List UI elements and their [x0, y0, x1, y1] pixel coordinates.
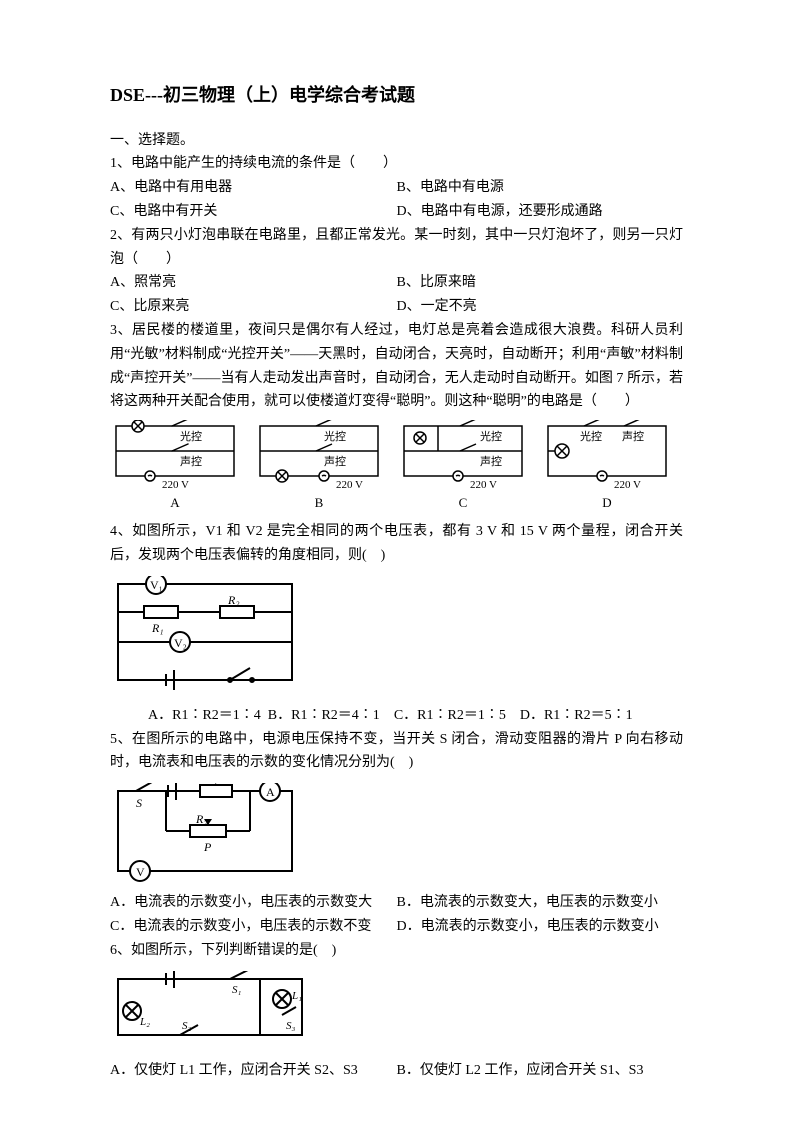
q6-option-b: B．仅使灯 L2 工作，应闭合开关 S1、S3	[397, 1059, 684, 1083]
circuit-d-svg: 光控 声控 220 V	[542, 420, 672, 490]
q3-label-b: B	[315, 492, 324, 514]
q2-options-row1: A、照常亮 B、比原来暗	[110, 271, 683, 295]
q1-options-row2: C、电路中有开关 D、电路中有电源，还要形成通路	[110, 200, 683, 224]
label-r1: R₁	[205, 783, 218, 786]
label-sheng: 声控	[180, 454, 202, 468]
q5-option-d: D．电流表的示数变小，电压表的示数变小	[397, 915, 684, 939]
q5-option-a: A．电流表的示数变小，电压表的示数变大	[110, 891, 397, 915]
exam-page: DSE---初三物理（上）电学综合考试题 一、选择题。 1、电路中能产生的持续电…	[0, 0, 793, 1122]
q3-circuit-d: 光控 声控 220 V D	[542, 420, 672, 514]
q4-option-b: B．R1∶R2＝4∶1	[268, 704, 380, 728]
label-r2: R₂	[227, 593, 240, 607]
label-sheng: 声控	[622, 429, 644, 443]
page-title: DSE---初三物理（上）电学综合考试题	[110, 80, 683, 111]
label-r2: R₂	[195, 812, 208, 826]
q4-options: A．R1∶R2＝1∶4 B．R1∶R2＝4∶1 C．R1∶R2＝1∶5 D．R1…	[110, 704, 683, 728]
label-220v: 220 V	[336, 479, 363, 490]
label-s1: S₁	[232, 984, 242, 996]
label-p: P	[203, 840, 212, 854]
q1-option-b: B、电路中有电源	[397, 176, 684, 200]
circuit-b-svg: 光控 声控 220 V	[254, 420, 384, 490]
q1-option-c: C、电路中有开关	[110, 200, 397, 224]
q2-options-row2: C、比原来亮 D、一定不亮	[110, 295, 683, 319]
q1-stem: 1、电路中能产生的持续电流的条件是（ ）	[110, 152, 683, 176]
q3-figure-row: 光控 声控 220 V A 光控 声控 220 V B	[110, 420, 683, 514]
circuit-a-svg: 光控 声控 220 V	[110, 420, 240, 490]
label-s3: S₃	[286, 1020, 296, 1032]
label-220v: 220 V	[470, 479, 497, 490]
q5-circuit-svg: S R₁ R₂ P A V	[110, 783, 300, 883]
q3-circuit-c: 光控 声控 220 V C	[398, 420, 528, 514]
circuit-c-svg: 光控 声控 220 V	[398, 420, 528, 490]
q2-option-a: A、照常亮	[110, 271, 397, 295]
label-s2: S₂	[182, 1020, 192, 1032]
q5-option-c: C．电流表的示数变小，电压表的示数不变	[110, 915, 397, 939]
label-l2: L₂	[139, 1016, 150, 1028]
q5-options-row1: A．电流表的示数变小，电压表的示数变大 B．电流表的示数变大，电压表的示数变小	[110, 891, 683, 915]
label-guang: 光控	[480, 429, 502, 443]
q1-options-row1: A、电路中有用电器 B、电路中有电源	[110, 176, 683, 200]
q3-circuit-b: 光控 声控 220 V B	[254, 420, 384, 514]
label-v2: V₂	[174, 636, 187, 650]
section-1-heading: 一、选择题。	[110, 129, 683, 153]
label-guang: 光控	[180, 429, 202, 443]
q3-label-a: A	[170, 492, 179, 514]
q2-option-d: D、一定不亮	[397, 295, 684, 319]
label-sheng: 声控	[480, 454, 502, 468]
label-s: S	[136, 796, 142, 810]
label-a-meter: A	[266, 785, 275, 799]
q4-figure: V₁ V₂ R₁ R₂	[110, 576, 683, 696]
label-v1: V₁	[150, 578, 163, 592]
q5-option-b: B．电流表的示数变大，电压表的示数变小	[397, 891, 684, 915]
q5-figure: S R₁ R₂ P A V	[110, 783, 683, 883]
q4-option-c: C．R1∶R2＝1∶5	[394, 704, 506, 728]
label-v-meter: V	[136, 865, 145, 879]
label-220v: 220 V	[614, 479, 641, 490]
label-guang: 光控	[324, 429, 346, 443]
q5-stem: 5、在图所示的电路中，电源电压保持不变，当开关 S 闭合，滑动变阻器的滑片 P …	[110, 728, 683, 776]
q2-option-c: C、比原来亮	[110, 295, 397, 319]
label-l1: L₁	[291, 990, 302, 1002]
q5-options-row2: C．电流表的示数变小，电压表的示数不变 D．电流表的示数变小，电压表的示数变小	[110, 915, 683, 939]
q6-figure: S₁ S₂ S₃ L₁ L₂	[110, 971, 683, 1051]
q3-label-d: D	[602, 492, 611, 514]
q3-label-c: C	[459, 492, 468, 514]
label-guang: 光控	[580, 429, 602, 443]
q4-circuit-svg: V₁ V₂ R₁ R₂	[110, 576, 300, 696]
q4-option-a: A．R1∶R2＝1∶4	[148, 704, 261, 728]
q6-options-row1: A．仅使灯 L1 工作，应闭合开关 S2、S3 B．仅使灯 L2 工作，应闭合开…	[110, 1059, 683, 1083]
q6-circuit-svg: S₁ S₂ S₃ L₁ L₂	[110, 971, 310, 1051]
q2-option-b: B、比原来暗	[397, 271, 684, 295]
q4-option-d: D．R1∶R2＝5∶1	[520, 704, 633, 728]
q2-stem: 2、有两只小灯泡串联在电路里，且都正常发光。某一时刻，其中一只灯泡坏了，则另一只…	[110, 224, 683, 272]
q3-stem: 3、居民楼的楼道里，夜间只是偶尔有人经过，电灯总是亮着会造成很大浪费。科研人员利…	[110, 319, 683, 414]
q4-stem: 4、如图所示，V1 和 V2 是完全相同的两个电压表，都有 3 V 和 15 V…	[110, 520, 683, 568]
label-sheng: 声控	[324, 454, 346, 468]
label-220v: 220 V	[162, 479, 189, 490]
q3-circuit-a: 光控 声控 220 V A	[110, 420, 240, 514]
q6-stem: 6、如图所示，下列判断错误的是( )	[110, 939, 683, 963]
q6-option-a: A．仅使灯 L1 工作，应闭合开关 S2、S3	[110, 1059, 397, 1083]
q1-option-a: A、电路中有用电器	[110, 176, 397, 200]
label-r1: R₁	[151, 621, 164, 635]
q1-option-d: D、电路中有电源，还要形成通路	[397, 200, 684, 224]
